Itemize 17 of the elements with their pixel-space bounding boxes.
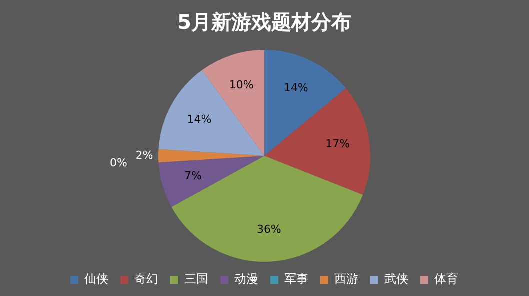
data-label: 17%: [326, 137, 350, 150]
legend-label: 仙侠: [84, 272, 108, 286]
legend-label: 体育: [434, 272, 458, 286]
legend-label: 西游: [334, 272, 358, 286]
legend-label: 武侠: [384, 272, 408, 286]
data-label: 14%: [187, 113, 212, 126]
data-label: 7%: [184, 170, 202, 183]
data-label: 36%: [256, 222, 282, 236]
legend-label: 奇幻: [134, 272, 158, 286]
legend-label: 军事: [284, 272, 308, 286]
data-label: 2%: [136, 148, 154, 162]
data-label: 14%: [284, 82, 308, 95]
legend-label: 动漫: [234, 272, 258, 286]
chart-title: 5月新游戏题材分布: [178, 10, 352, 34]
data-label: 10%: [229, 78, 254, 92]
text: 0%: [110, 156, 128, 170]
legend-label: 三国: [184, 272, 208, 286]
